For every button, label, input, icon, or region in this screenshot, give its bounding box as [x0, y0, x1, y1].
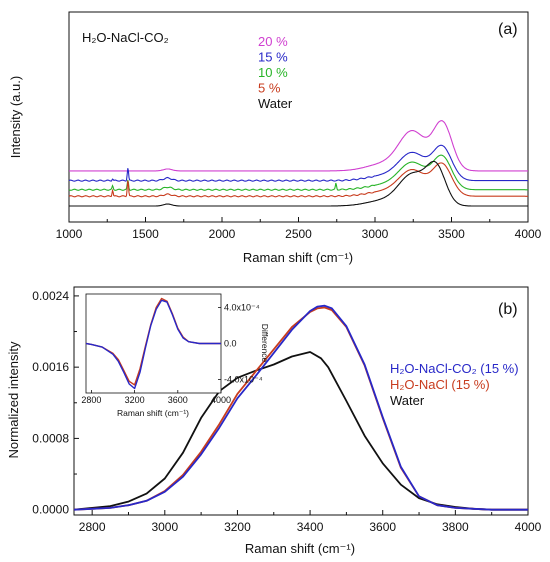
a-series-3 — [68, 162, 528, 198]
inset-ytick-label: 0.0 — [224, 339, 237, 349]
a-xtick-label: 2500 — [285, 227, 312, 241]
panel-a-title: H₂O-NaCl-CO₂ — [82, 30, 169, 45]
inset-ticks: 2800 3200 3600 4000 -4.0x10⁻⁴ 0.0 4.0x10⁻⁴ — [81, 303, 262, 406]
b-xtick-label: 4000 — [515, 520, 542, 534]
inset-ytick-label: -4.0x10⁻⁴ — [224, 375, 263, 385]
a-xtick-label: 1000 — [56, 227, 83, 241]
b-xtick-label: 3800 — [442, 520, 469, 534]
a-xtick-label: 2000 — [209, 227, 236, 241]
a-legend-entry: 15 % — [258, 50, 288, 65]
inset-xtick-label: 3200 — [125, 395, 145, 405]
inset-xtick-label: 3600 — [168, 395, 188, 405]
panel-b-curves — [73, 304, 528, 511]
panel-a: 1000 1500 2000 2500 3000 3500 4000 (a) H₂O-NaC… — [8, 11, 542, 265]
a-legend-entry: 20 % — [258, 34, 288, 49]
panel-b-xlabel: Raman shift (cm⁻¹) — [245, 541, 355, 556]
b-ytick-label: 0.0008 — [32, 431, 69, 445]
b-legend-entry: Water — [390, 393, 425, 408]
b-xtick-label: 3200 — [224, 520, 251, 534]
panel-b-ticks: 2800 3000 3200 3400 3600 3800 4000 0.0000 0.0008… — [32, 289, 541, 534]
inset-ytick-label: 4.0x10⁻⁴ — [224, 303, 260, 313]
panel-b-legend: H₂O-NaCl-CO₂ (15 %)H₂O-NaCl (15 %)Water — [390, 361, 519, 408]
panel-b-ylabel: Normalized intensity — [6, 341, 21, 459]
b-xtick-label: 3000 — [151, 520, 178, 534]
inset-xtick-label: 4000 — [211, 395, 231, 405]
a-legend-entry: Water — [258, 96, 293, 111]
panel-a-tag: (a) — [498, 21, 518, 38]
b-series-0 — [73, 304, 528, 511]
b-xtick-label: 3400 — [297, 520, 324, 534]
a-xtick-label: 4000 — [515, 227, 542, 241]
a-xtick-label: 3500 — [438, 227, 465, 241]
inset-ylabel: Difference — [260, 324, 270, 363]
panel-b: 2800 3000 3200 3400 3600 3800 4000 0.0000 0.0008… — [6, 286, 542, 556]
b-legend-entry: H₂O-NaCl-CO₂ (15 %) — [390, 361, 519, 376]
a-series-1 — [68, 144, 528, 182]
b-ytick-label: 0.0016 — [32, 360, 69, 374]
b-xtick-label: 2800 — [79, 520, 106, 534]
inset-series-0 — [85, 299, 221, 390]
inset-xlabel: Raman shift (cm⁻¹) — [117, 408, 189, 418]
panel-a-curves — [68, 120, 528, 207]
panel-b-tag: (b) — [498, 301, 518, 318]
inset-xtick-label: 2800 — [81, 395, 101, 405]
inset-curves — [85, 297, 221, 390]
panel-a-xlabel: Raman shift (cm⁻¹) — [243, 250, 353, 265]
panel-a-ylabel: Intensity (a.u.) — [8, 76, 23, 158]
panel-a-legend: 20 %15 %10 %5 %Water — [258, 34, 293, 111]
inset-chart: 2800 3200 3600 4000 -4.0x10⁻⁴ 0.0 4.0x10⁻⁴ Ram… — [81, 293, 270, 418]
a-series-4 — [69, 160, 528, 207]
a-xtick-label: 1500 — [132, 227, 159, 241]
a-legend-entry: 5 % — [258, 81, 281, 96]
b-xtick-label: 3600 — [369, 520, 396, 534]
a-legend-entry: 10 % — [258, 65, 288, 80]
a-xtick-label: 3000 — [362, 227, 389, 241]
b-ytick-label: 0.0000 — [32, 503, 69, 517]
a-series-2 — [68, 154, 528, 191]
b-legend-entry: H₂O-NaCl (15 %) — [390, 377, 490, 392]
panel-a-ticks: 1000 1500 2000 2500 3000 3500 4000 — [56, 217, 542, 241]
b-ytick-label: 0.0024 — [32, 289, 69, 303]
a-series-0 — [69, 120, 528, 172]
panel-b-frame — [73, 286, 529, 516]
